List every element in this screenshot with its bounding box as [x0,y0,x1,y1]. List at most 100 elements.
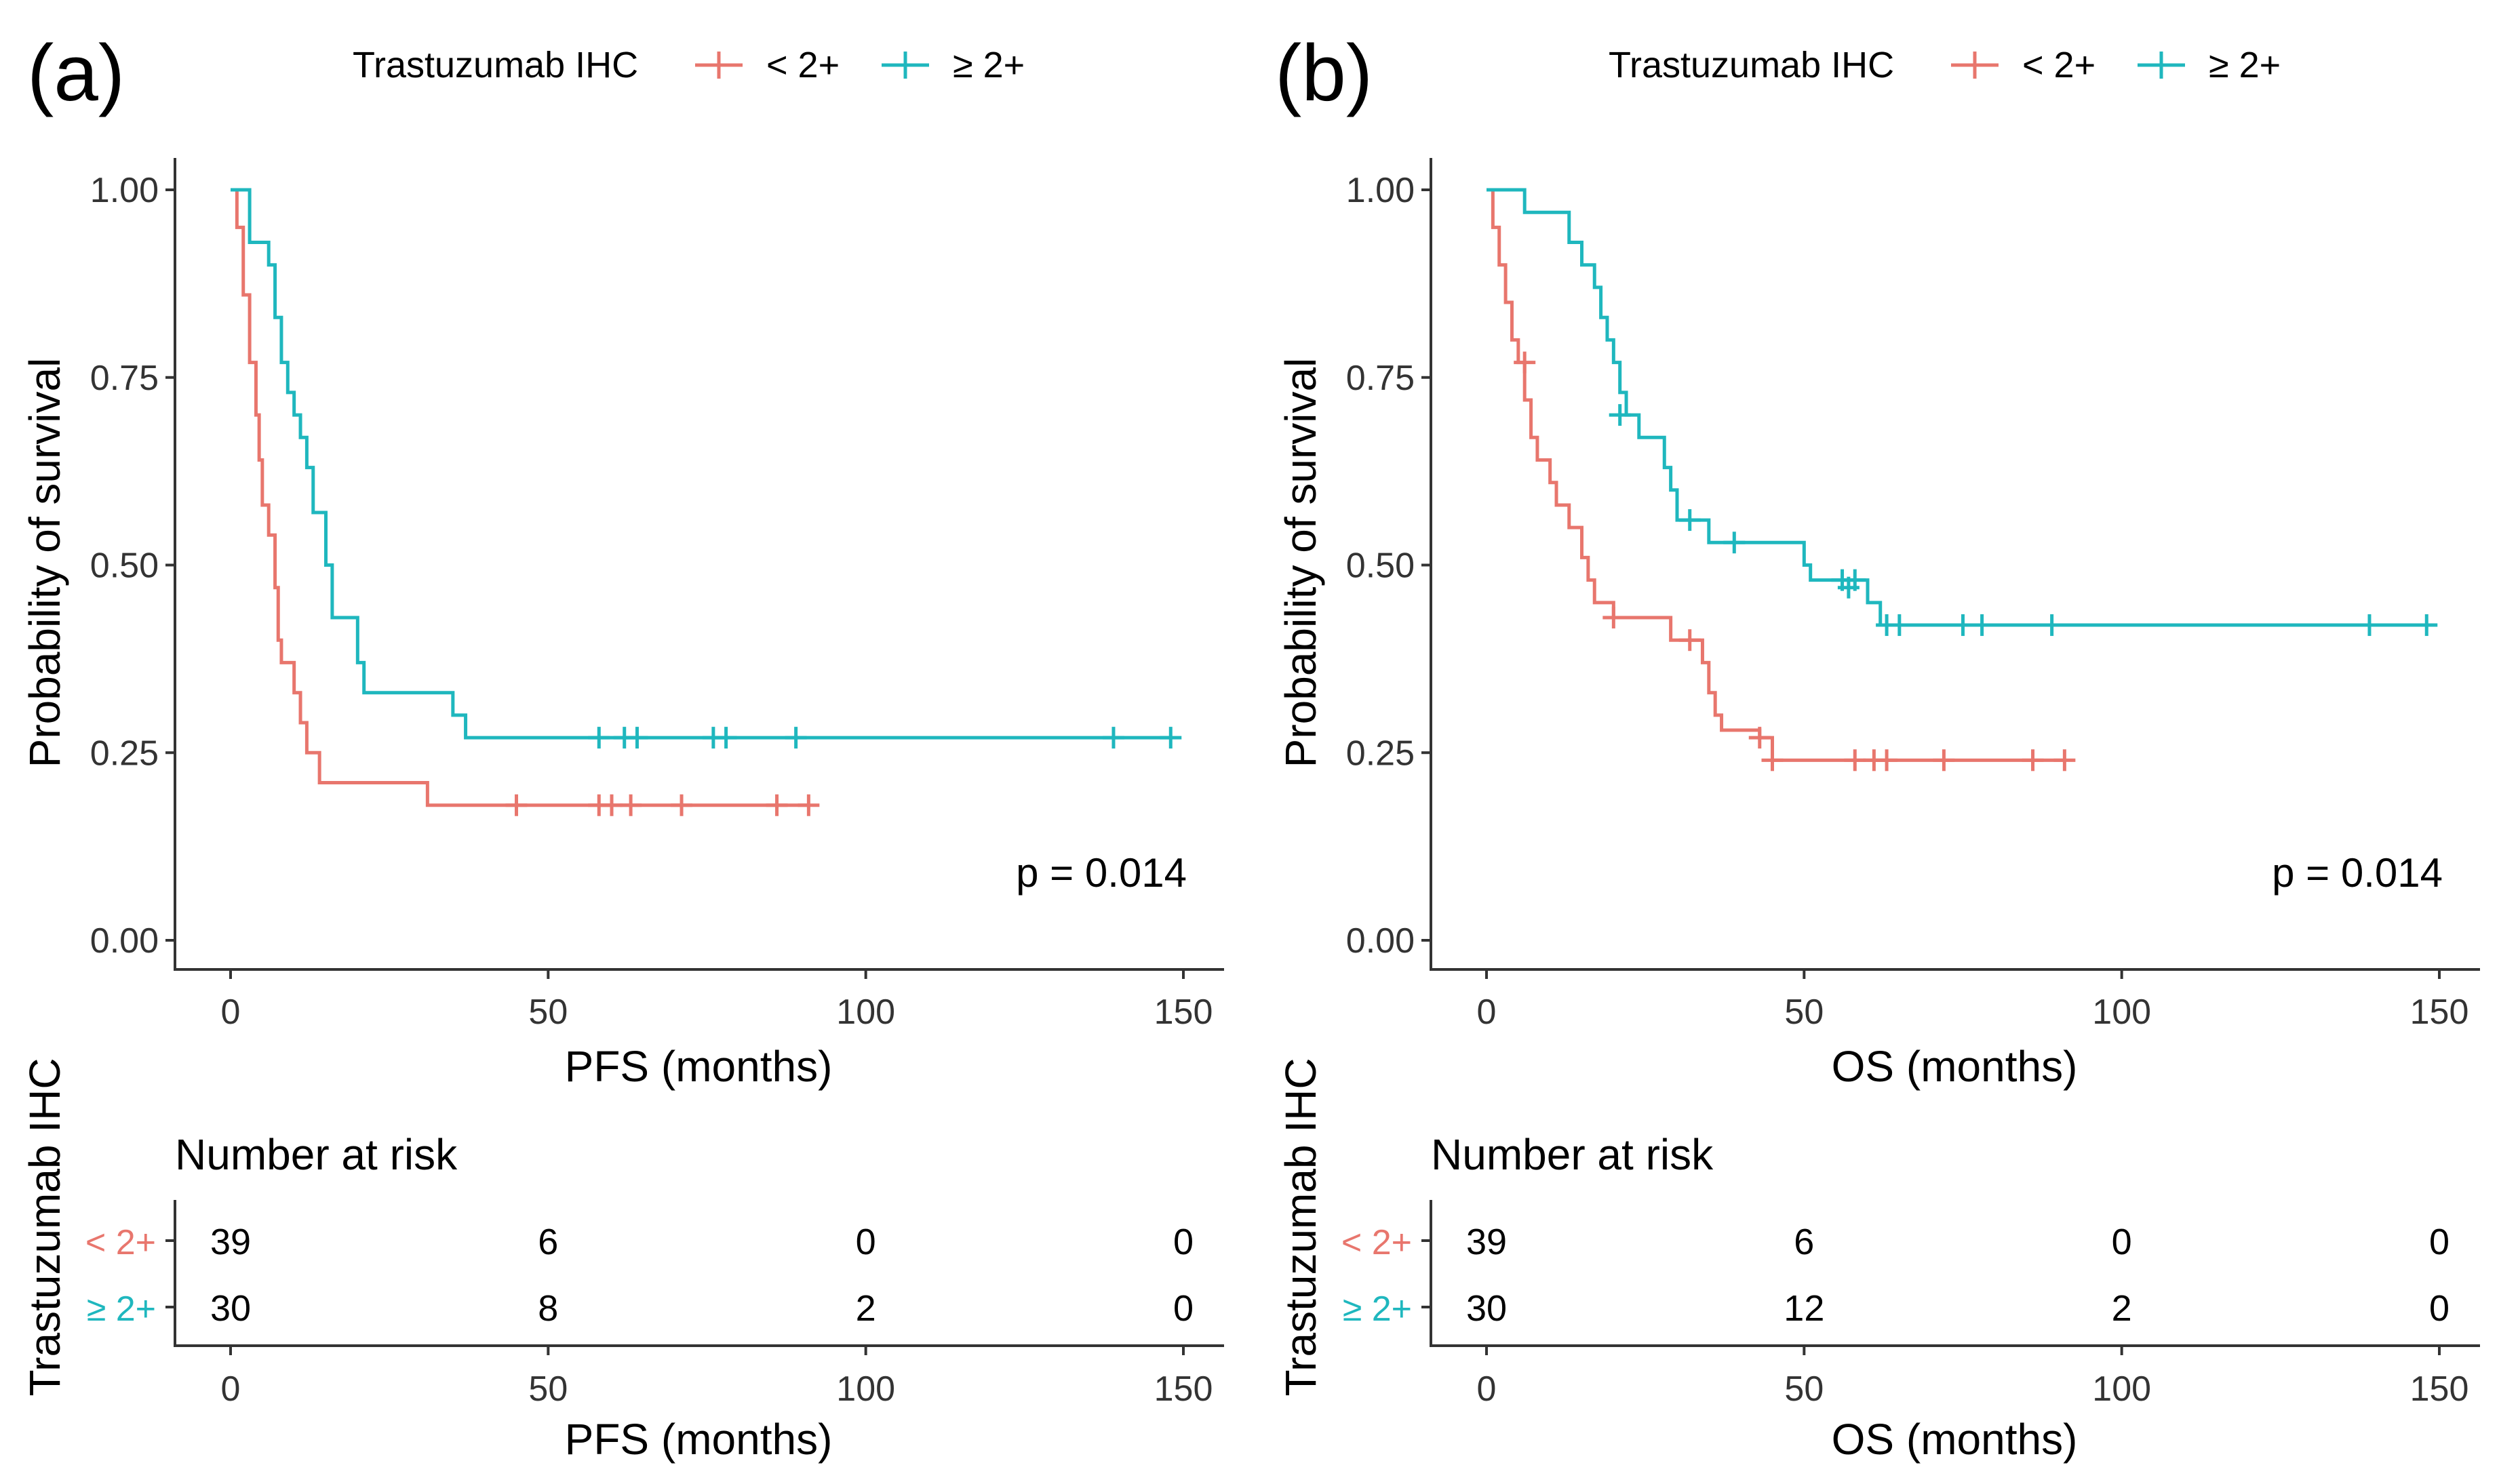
risk-count: 0 [2429,1222,2449,1262]
censor-mark [715,727,737,749]
y-tick-label: 0.50 [90,546,159,586]
risk-table-title: Number at risk [1431,1130,1714,1179]
x-tick-label: 100 [2092,992,2151,1032]
risk-count: 0 [1173,1288,1194,1329]
p-value: p = 0.014 [2272,850,2443,896]
risk-row-label: ≥ 2+ [87,1289,156,1329]
censor-mark [588,727,610,749]
censor-mark [2053,749,2076,771]
censor-mark [620,794,642,816]
censor-mark [1952,614,1974,637]
risk-count: 2 [2112,1288,2132,1329]
risk-x-tick-label: 50 [528,1369,568,1409]
risk-strata-title: Trastuzumab IHC [1276,1058,1325,1396]
x-tick-label: 100 [836,992,895,1032]
risk-count: 6 [538,1222,558,1262]
censor-mark [1844,569,1866,591]
censor-mark [671,794,693,816]
panel-label: (a) [27,28,125,118]
censor-mark [1748,727,1771,749]
censor-mark [1933,749,1955,771]
p-value: p = 0.014 [1016,850,1187,896]
x-tick-label: 150 [2410,992,2469,1032]
risk-row-label: < 2+ [85,1223,156,1262]
x-tick-label: 50 [528,992,568,1032]
censor-mark [505,794,528,816]
censor-mark [1102,727,1124,749]
y-axis-label: Probability of survival [20,358,69,768]
panel-label: (b) [1275,28,1373,118]
censor-mark [1844,749,1866,771]
risk-strata-title: Trastuzumab IHC [20,1058,69,1396]
y-tick-label: 1.00 [1346,171,1415,210]
censor-mark [1514,351,1536,374]
panel-a: (a) Trastuzumab IHC < 2+ ≥ 2+ 0.00 0.25 0.… [20,28,1224,1464]
censor-mark [1609,404,1631,426]
risk-x-axis-label: PFS (months) [565,1415,833,1464]
y-tick-label: 0.25 [1346,734,1415,773]
legend-label-above: ≥ 2+ [2209,45,2281,85]
risk-x-tick-label: 0 [221,1369,241,1409]
y-axis-label: Probability of survival [1276,358,1325,768]
risk-x-ticks: 0 50 100 150 [221,1346,1213,1409]
km-curve-below [231,188,809,807]
legend-title: Trastuzumab IHC [1609,45,1894,85]
censor-mark [601,794,623,816]
risk-rows: < 2+ 39 6 0 0 ≥ 2+ 30 12 2 0 [1341,1222,2449,1329]
risk-row-label: < 2+ [1341,1223,1412,1262]
legend: Trastuzumab IHC < 2+ ≥ 2+ [1609,45,2281,85]
risk-count: 0 [856,1222,876,1262]
survival-curves [1487,188,2438,771]
censor-mark [1160,727,1182,749]
risk-x-axis-label: OS (months) [1832,1415,2078,1464]
censor-mark [1678,629,1701,651]
x-ticks: 0 50 100 150 [221,969,1213,1032]
censor-mark [1602,606,1625,628]
risk-table: Number at risk Trastuzumab IHC < 2+ 39 6 0 0… [20,1058,1224,1464]
survival-curves [231,188,1182,816]
panel-b: (b) Trastuzumab IHC < 2+ ≥ 2+ 0.000.250.… [1275,28,2480,1464]
x-axis-label: OS (months) [1832,1042,2078,1091]
censor-mark [1876,749,1898,771]
risk-count: 0 [2429,1288,2449,1329]
censor-mark [766,794,788,816]
risk-x-tick-label: 150 [2410,1369,2469,1409]
risk-count: 30 [1466,1288,1507,1329]
risk-x-tick-label: 50 [1784,1369,1824,1409]
censor-mark [785,727,807,749]
risk-row-label: ≥ 2+ [1343,1289,1412,1329]
risk-count: 0 [1173,1222,1194,1262]
y-tick-label: 0.25 [90,734,159,773]
legend-title: Trastuzumab IHC [353,45,638,85]
y-ticks: 0.00 0.25 0.50 0.75 1.00 [1346,171,1431,961]
risk-count: 12 [1784,1288,1824,1329]
risk-count: 39 [1466,1222,1507,1262]
x-tick-label: 0 [1477,992,1497,1032]
legend-label-below: < 2+ [2022,45,2095,85]
legend: Trastuzumab IHC < 2+ ≥ 2+ [353,45,1025,85]
censor-mark [2358,614,2380,637]
y-tick-label: 1.00 [90,171,159,210]
censor-mark [2416,614,2438,637]
censor-mark [2022,749,2044,771]
y-tick-label: 0.00 [90,921,159,961]
censor-mark [1761,749,1784,771]
legend-label-above: ≥ 2+ [953,45,1025,85]
x-tick-label: 0 [221,992,241,1032]
risk-count: 2 [856,1288,876,1329]
risk-count: 39 [210,1222,251,1262]
risk-rows: < 2+ 39 6 0 0 ≥ 2+ 30 8 2 0 [85,1222,1194,1329]
risk-x-tick-label: 150 [1154,1369,1213,1409]
censor-mark [626,727,648,749]
x-tick-label: 50 [1784,992,1824,1032]
km-curve-above [1487,188,2427,627]
risk-x-ticks: 0 50 100 150 [1477,1346,2469,1409]
x-tick-label: 150 [1154,992,1213,1032]
censor-mark [2041,614,2063,637]
risk-count: 6 [1794,1222,1814,1262]
km-curve-above [231,188,1171,740]
y-tick-label: 0.50 [1346,546,1415,586]
y-tick-label: 0.75 [1346,359,1415,398]
risk-table-title: Number at risk [175,1130,458,1179]
